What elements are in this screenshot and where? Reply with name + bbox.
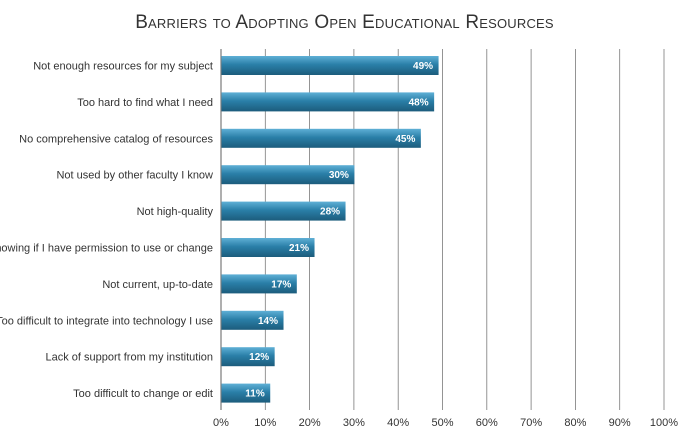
data-labels: 49% 48% 45% 30% 28% 21% 17% 14% 12% 11%: [245, 61, 433, 400]
x-tick-label: 0%: [213, 417, 229, 429]
bar: [221, 201, 346, 221]
data-label: 11%: [245, 389, 265, 400]
data-label: 21%: [289, 243, 309, 254]
data-label: 17%: [271, 279, 291, 290]
bar: [221, 274, 297, 294]
x-tick-label: 60%: [476, 417, 498, 429]
bar: [221, 310, 284, 330]
bar: [221, 56, 439, 75]
category-label: Too difficult to integrate into technolo…: [0, 315, 213, 327]
category-label: Not enough resources for my subject: [33, 61, 213, 73]
bar: [221, 238, 315, 257]
x-tick-label: 50%: [431, 417, 453, 429]
data-label: 48%: [409, 97, 429, 108]
x-tick-label: 70%: [520, 417, 542, 429]
category-label: Too hard to find what I need: [77, 97, 213, 109]
bar: [221, 347, 275, 367]
x-tick-label: 80%: [564, 417, 586, 429]
data-label: 45%: [395, 134, 415, 145]
x-tick-label: 30%: [343, 417, 365, 429]
chart-title: Barriers to Adopting Open Educational Re…: [135, 12, 554, 33]
bars: [221, 56, 439, 403]
category-label: Too difficult to change or edit: [73, 388, 213, 400]
x-tick-label: 20%: [299, 417, 321, 429]
data-label: 49%: [413, 61, 433, 72]
x-tick-label: 40%: [387, 417, 409, 429]
x-tick-label: 10%: [254, 417, 276, 429]
category-label: Not current, up-to-date: [102, 279, 213, 291]
bar: [221, 92, 435, 112]
grid-lines: [220, 49, 665, 410]
category-label: No comprehensive catalog of resources: [19, 133, 213, 145]
data-label: 14%: [258, 316, 278, 327]
category-label: Not used by other faculty I know: [56, 170, 213, 182]
category-label: Lack of support from my institution: [45, 352, 213, 364]
data-label: 30%: [329, 170, 349, 181]
x-tick-label: 100%: [650, 417, 678, 429]
bar: [221, 165, 355, 185]
category-label: Not knowing if I have permission to use …: [0, 243, 213, 255]
bar: [221, 128, 421, 148]
x-tick-labels: 0% 10% 20% 30% 40% 50% 60% 70% 80% 90% 100%: [213, 417, 678, 429]
data-label: 28%: [320, 207, 340, 218]
category-labels: Not enough resources for my subject Too h…: [0, 61, 213, 401]
x-tick-label: 90%: [609, 417, 631, 429]
data-label: 12%: [249, 352, 269, 363]
bar: [221, 383, 271, 403]
category-label: Not high-quality: [137, 206, 214, 218]
